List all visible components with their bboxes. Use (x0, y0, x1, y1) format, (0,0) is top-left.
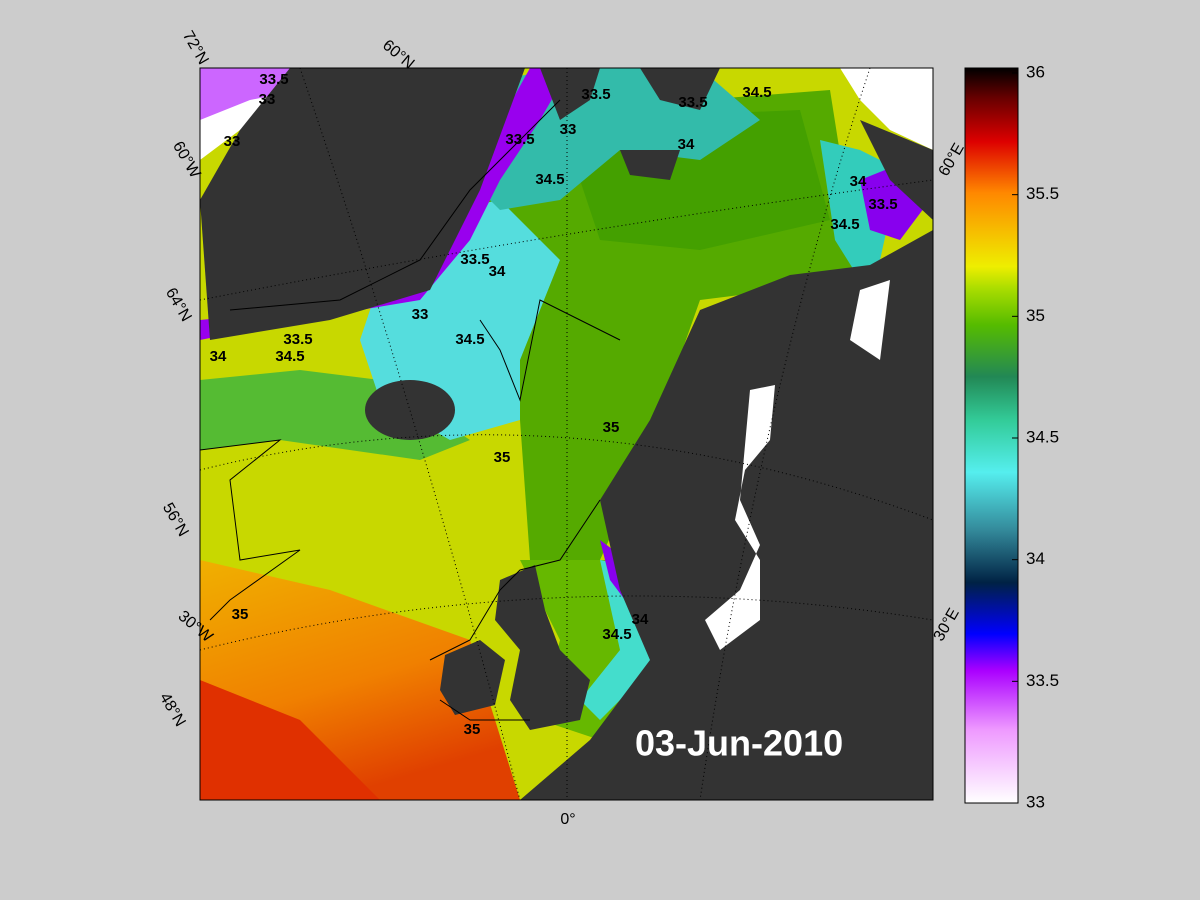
contour-label: 34.5 (275, 348, 304, 365)
contour-label: 34 (678, 136, 695, 153)
map (200, 68, 933, 800)
contour-label: 33.5 (259, 71, 288, 88)
contour-label: 35 (603, 419, 620, 436)
colorbar-tick-label: 33 (1026, 792, 1045, 811)
contour-label: 34 (489, 263, 506, 280)
graticule-label: 30°E (931, 606, 963, 645)
graticule-label: 64°N (162, 285, 195, 324)
contour-label: 33 (224, 133, 241, 150)
date-label: 03-Jun-2010 (635, 723, 843, 764)
contour-label: 34.5 (830, 216, 859, 233)
contour-label: 33 (259, 91, 276, 108)
contour-label: 34 (850, 173, 867, 190)
contour-label: 33 (560, 121, 577, 138)
graticule-label: 0° (560, 811, 575, 828)
colorbar-tick-label: 33.5 (1026, 671, 1059, 690)
contour-label: 33.5 (868, 196, 897, 213)
contour-label: 35 (464, 721, 481, 738)
contour-label: 35 (494, 449, 511, 466)
map-frame (199, 67, 934, 801)
contour-label: 33 (412, 306, 429, 323)
graticule-label: 60°N (379, 37, 417, 73)
contour-label: 34.5 (455, 331, 484, 348)
contour-label: 33.5 (283, 331, 312, 348)
colorbar-tick-label: 34.5 (1026, 427, 1059, 446)
contour-label: 34.5 (535, 171, 564, 188)
colorbar-tick-label: 35 (1026, 306, 1045, 325)
contour-label: 34 (210, 348, 227, 365)
contour-label: 34.5 (602, 626, 631, 643)
contour-label: 33.5 (505, 131, 534, 148)
graticule-label: 48°N (156, 690, 189, 729)
contour-label: 33.5 (460, 251, 489, 268)
graticule-label: 56°N (159, 500, 192, 539)
contour-label: 33.5 (678, 94, 707, 111)
colorbar (964, 67, 1019, 804)
contour-label: 34.5 (742, 84, 771, 101)
colorbar-tick-label: 35.5 (1026, 184, 1059, 203)
colorbar-tick-label: 36 (1026, 62, 1045, 81)
graticule-label: 72°N (179, 28, 212, 67)
graticule-label: 60°W (169, 139, 204, 182)
graticule-label: 60°E (936, 141, 968, 180)
contour-label: 35 (232, 606, 249, 623)
colorbar-tick-label: 34 (1026, 549, 1045, 568)
contour-label: 34 (632, 611, 649, 628)
contour-label: 33.5 (581, 86, 610, 103)
